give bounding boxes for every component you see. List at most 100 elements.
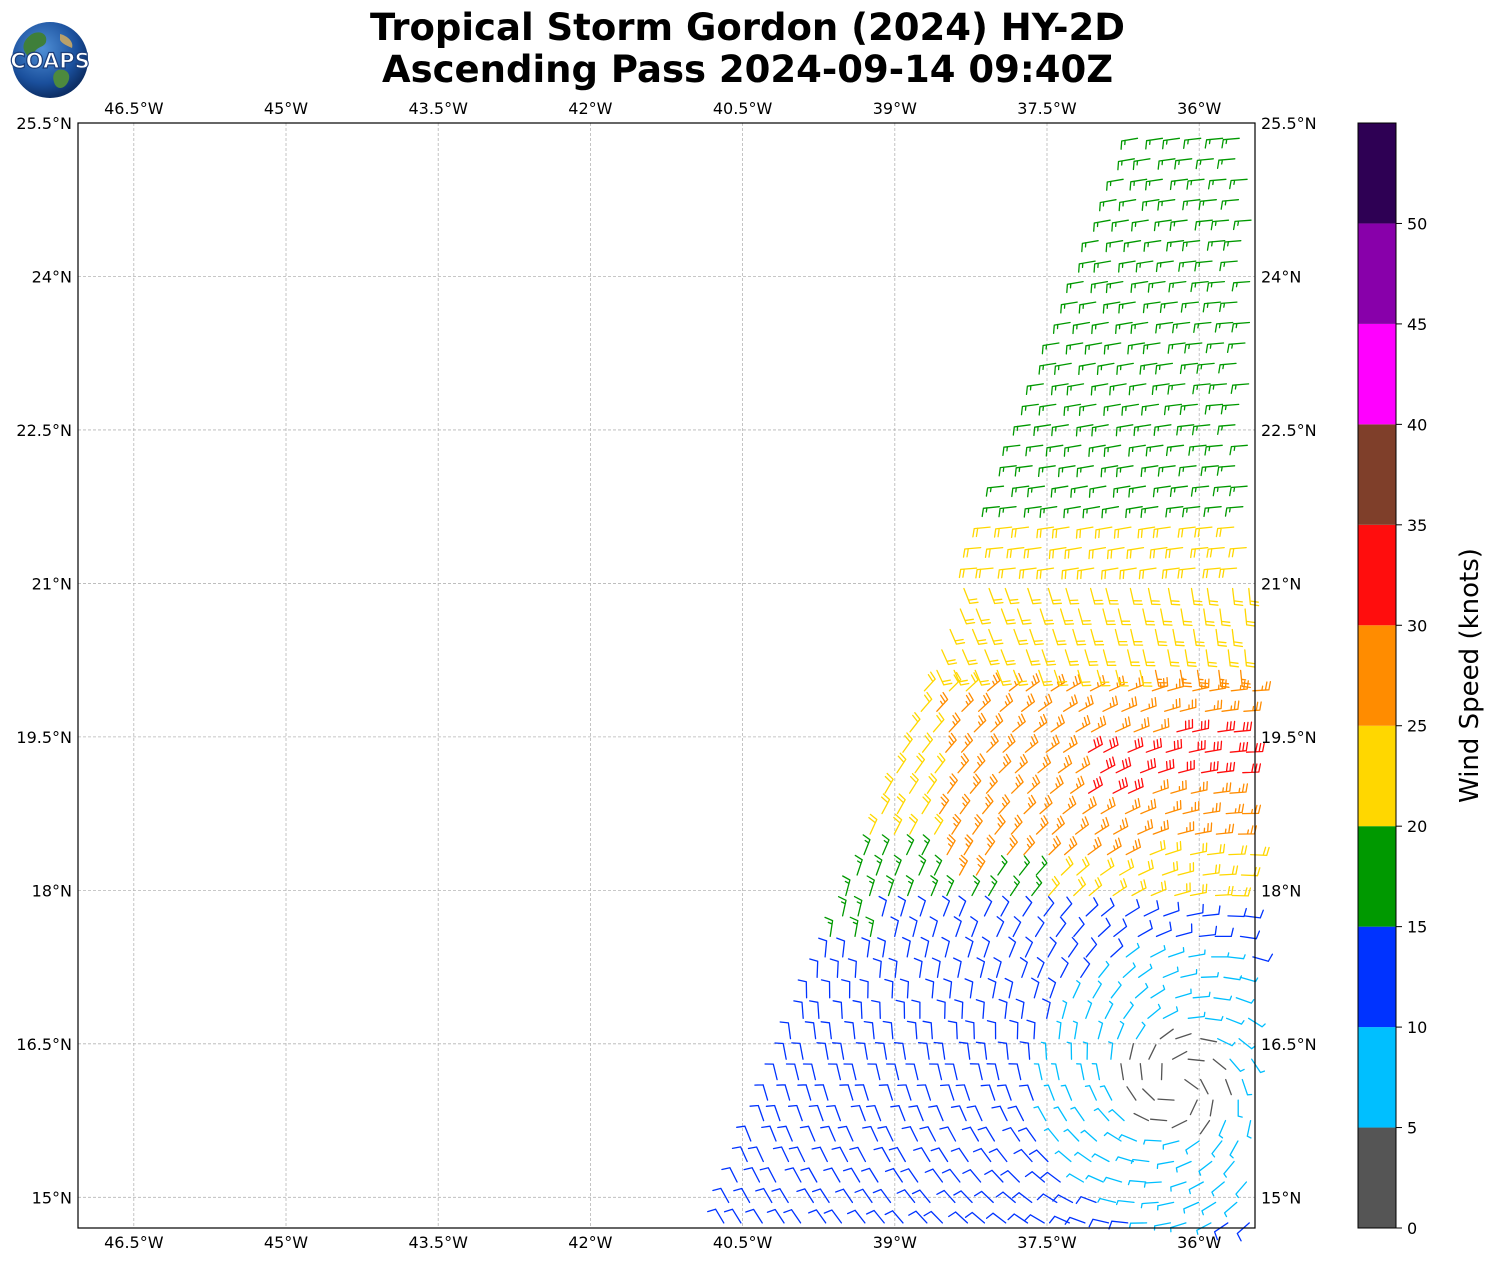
wind-barb	[933, 1041, 946, 1060]
wind-barb	[1152, 526, 1171, 539]
wind-barb	[1063, 506, 1081, 519]
wind-barb	[852, 1000, 863, 1019]
wind-barb	[1155, 921, 1172, 938]
wind-barb	[909, 712, 921, 733]
wind-barb	[1118, 1134, 1138, 1142]
wind-barb	[1031, 977, 1040, 999]
wind-barb	[1102, 608, 1116, 626]
wind-barb	[1145, 137, 1164, 150]
wind-barb	[1177, 862, 1195, 876]
wind-barb	[1018, 855, 1031, 876]
wind-barb	[1114, 716, 1131, 733]
wind-barb	[1165, 546, 1184, 559]
wind-barb	[1232, 219, 1252, 231]
wind-barb	[1027, 587, 1042, 605]
wind-barb	[1165, 444, 1185, 457]
wind-barb	[1096, 669, 1111, 687]
wind-barb	[1029, 628, 1044, 646]
wind-barb	[797, 1084, 812, 1101]
colorbar-bin	[1358, 1127, 1396, 1228]
wind-barb	[877, 937, 886, 958]
wind-barb	[747, 1146, 764, 1163]
wind-barb	[1105, 587, 1119, 605]
wind-barb	[1002, 1127, 1021, 1142]
wind-barb	[1135, 1021, 1146, 1040]
wind-barb	[1115, 1156, 1135, 1163]
wind-barb	[1223, 975, 1243, 981]
y-tick-label-left: 15°N	[32, 1188, 72, 1207]
wind-barb	[1038, 403, 1057, 416]
wind-barb	[777, 1125, 793, 1142]
wind-barb	[926, 773, 938, 794]
wind-barb	[1216, 465, 1236, 476]
wind-barb	[1231, 321, 1251, 333]
wind-barb	[1076, 567, 1095, 580]
wind-barb	[1091, 424, 1109, 437]
wind-barb	[1126, 546, 1145, 560]
wind-barb	[861, 1167, 879, 1183]
wind-barb	[977, 692, 991, 712]
wind-barb	[1190, 587, 1203, 606]
wind-barb	[1017, 1127, 1037, 1142]
x-tick-label-bottom: 42°W	[568, 1233, 612, 1252]
wind-barb	[1130, 280, 1149, 293]
wind-barb	[1018, 1084, 1034, 1101]
wind-barb	[1188, 444, 1207, 456]
wind-barb	[1199, 1119, 1211, 1135]
wind-barb	[1047, 936, 1057, 958]
wind-barb	[1174, 158, 1193, 170]
wind-barb	[1160, 608, 1173, 626]
wind-barb	[908, 773, 919, 794]
wind-barb	[1088, 1218, 1110, 1228]
wind-barb	[1119, 567, 1137, 580]
wind-barb	[1040, 1171, 1061, 1183]
wind-barb	[1214, 321, 1234, 333]
wind-barb	[1101, 506, 1120, 519]
wind-barb	[998, 794, 1011, 815]
wind-barb	[1142, 1088, 1155, 1101]
wind-barb	[1010, 526, 1030, 539]
wind-barb	[950, 1147, 969, 1163]
wind-barb	[1106, 178, 1124, 191]
wind-barb	[808, 1209, 827, 1224]
wind-barb	[1151, 383, 1170, 396]
wind-barb	[1169, 219, 1188, 232]
wind-barb	[776, 1084, 791, 1101]
wind-barb	[823, 1167, 841, 1183]
wind-barb	[1229, 178, 1248, 190]
wind-barb	[1064, 546, 1082, 560]
wind-barb	[1178, 465, 1197, 477]
wind-barb	[1161, 860, 1179, 876]
wind-barb	[1112, 777, 1129, 794]
wind-barb	[997, 567, 1016, 579]
wind-barb	[1227, 649, 1240, 668]
wind-barb	[1206, 587, 1219, 606]
wind-barb	[1189, 883, 1208, 897]
wind-barb	[886, 1063, 900, 1081]
wind-barb	[1143, 1181, 1162, 1188]
wind-barb	[1025, 673, 1040, 692]
wind-barb	[1038, 669, 1053, 687]
wind-barb	[1155, 362, 1174, 375]
wind-barb	[1128, 444, 1146, 457]
wind-barb	[1165, 738, 1183, 753]
wind-barb	[932, 712, 945, 733]
wind-barb	[948, 712, 961, 733]
wind-barb	[1218, 567, 1238, 579]
wind-barb	[1220, 403, 1240, 415]
wind-barb	[966, 1105, 983, 1122]
wind-barb	[1178, 759, 1195, 774]
wind-barb	[1100, 465, 1119, 478]
wind-barb	[911, 999, 921, 1019]
y-tick-label-right: 19.5°N	[1261, 728, 1317, 747]
wind-barb	[1250, 846, 1270, 857]
wind-barb	[1037, 693, 1053, 712]
wind-barb	[854, 1084, 869, 1101]
wind-barb	[1006, 546, 1025, 559]
wind-barb	[963, 587, 979, 605]
wind-barb	[1180, 608, 1193, 627]
wind-barb	[1244, 608, 1256, 627]
wind-barb	[820, 1125, 836, 1142]
wind-barb	[1085, 1000, 1093, 1019]
wind-barb	[1194, 526, 1213, 538]
